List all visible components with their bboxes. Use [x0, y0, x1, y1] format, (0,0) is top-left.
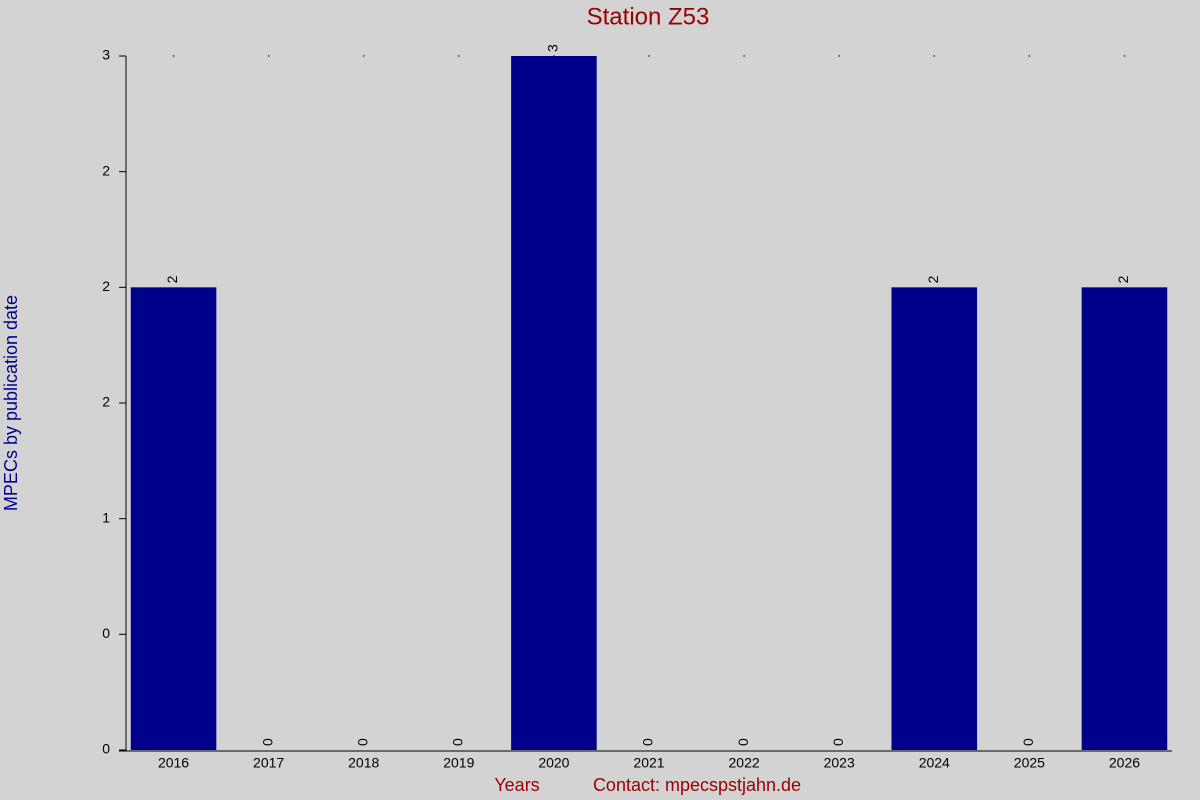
data-label: 2: [1115, 275, 1131, 283]
top-dot: [172, 55, 175, 57]
data-label: 3: [545, 44, 561, 52]
y-tick-label: 3: [102, 47, 110, 63]
bar: [891, 287, 978, 750]
data-label: 0: [450, 738, 466, 746]
y-tick-label: 0: [102, 625, 110, 641]
bar: [1081, 287, 1168, 750]
bar: [130, 287, 217, 750]
y-axis-label: MPECs by publication date: [1, 295, 21, 511]
data-label: 2: [925, 275, 941, 283]
top-dot: [458, 55, 460, 57]
data-label: 0: [735, 738, 751, 746]
contact-note: Contact: mpecspstjahn.de: [593, 775, 801, 795]
top-dot: [743, 55, 745, 57]
x-tick-label: 2018: [348, 755, 379, 771]
x-tick-label: 2023: [824, 755, 855, 771]
x-tick-label: 2022: [729, 755, 760, 771]
data-label: 0: [354, 738, 370, 746]
y-tick-label: 2: [102, 394, 110, 410]
top-dot: [933, 55, 935, 57]
x-tick-label: 2019: [443, 755, 474, 771]
x-tick-label: 2020: [538, 755, 569, 771]
data-label: 0: [259, 738, 275, 746]
x-tick-label: 2024: [919, 755, 950, 771]
top-dot: [838, 55, 840, 57]
bar: [511, 56, 597, 750]
top-dot: [363, 55, 365, 57]
data-label: 0: [1020, 738, 1036, 746]
x-tick-label: 2017: [253, 755, 284, 771]
chart-title: Station Z53: [587, 3, 710, 30]
top-dot: [648, 55, 650, 57]
x-tick-label: 2025: [1014, 755, 1045, 771]
data-label: 2: [164, 275, 180, 283]
top-dot: [1028, 55, 1031, 57]
y-tick-label: 0: [102, 741, 110, 757]
y-tick-label: 1: [102, 509, 110, 525]
x-tick-label: 2021: [633, 755, 664, 771]
y-tick-label: 2: [102, 162, 110, 178]
top-dot: [1123, 55, 1126, 57]
data-label: 0: [640, 738, 656, 746]
x-tick-label: 2016: [158, 755, 189, 771]
y-tick-label: 2: [102, 278, 110, 294]
x-axis-label: Years: [494, 775, 539, 795]
top-dot: [267, 55, 270, 57]
x-tick-label: 2026: [1109, 755, 1140, 771]
data-label: 0: [830, 738, 846, 746]
